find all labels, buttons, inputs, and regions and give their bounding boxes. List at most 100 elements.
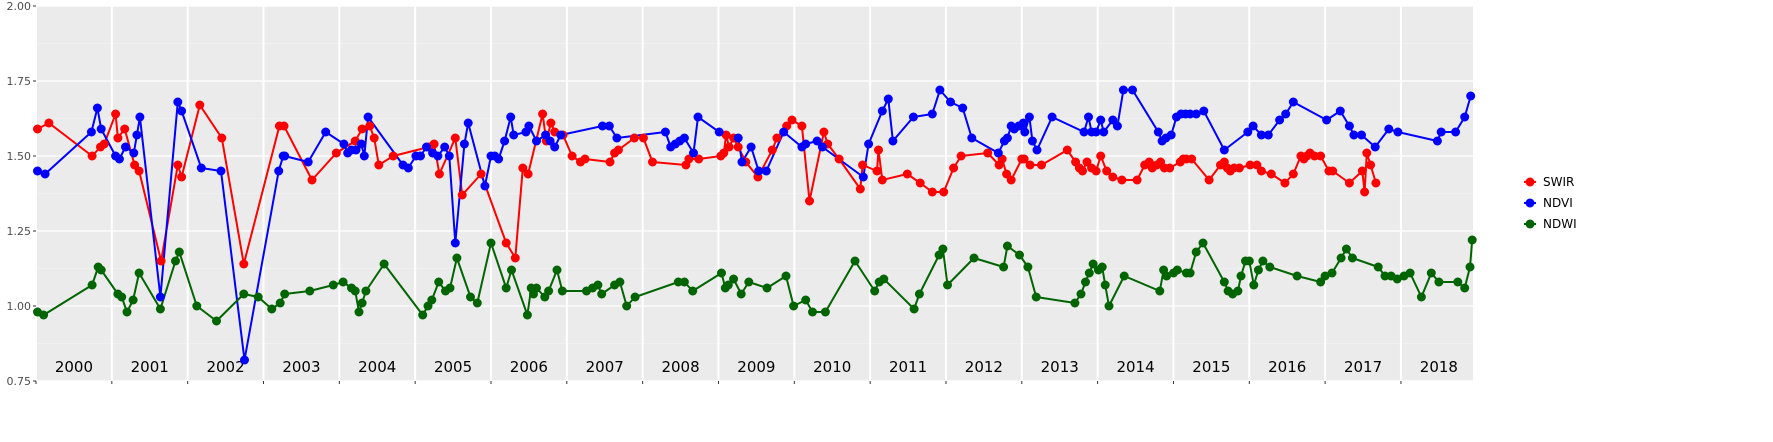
data-point-ndwi bbox=[801, 295, 811, 305]
data-point-swir bbox=[546, 118, 556, 128]
data-point-ndwi bbox=[1081, 277, 1090, 287]
data-point-ndwi bbox=[1253, 265, 1263, 275]
data-point-ndwi bbox=[781, 271, 791, 281]
data-point-swir bbox=[949, 163, 959, 173]
data-point-ndwi bbox=[1031, 292, 1041, 302]
data-point-ndvi bbox=[1079, 127, 1089, 137]
data-point-ndvi bbox=[1256, 130, 1266, 140]
data-point-ndvi bbox=[693, 112, 703, 122]
year-label: 2007 bbox=[586, 358, 624, 376]
data-point-ndvi bbox=[1466, 91, 1476, 101]
data-point-ndvi bbox=[1432, 136, 1442, 146]
data-point-ndwi bbox=[253, 292, 263, 302]
data-point-ndwi bbox=[1172, 265, 1182, 275]
data-point-ndvi bbox=[359, 151, 369, 161]
data-point-swir bbox=[613, 145, 623, 155]
data-point-ndwi bbox=[622, 301, 632, 311]
data-point-ndvi bbox=[1191, 109, 1201, 119]
data-point-swir bbox=[1266, 169, 1276, 179]
data-point-ndvi bbox=[1091, 127, 1101, 137]
data-point-ndwi bbox=[1088, 259, 1098, 269]
data-point-ndvi bbox=[532, 136, 541, 146]
data-point-ndwi bbox=[909, 304, 919, 314]
data-point-ndvi bbox=[196, 163, 206, 173]
data-point-ndwi bbox=[39, 310, 49, 320]
data-point-swir bbox=[113, 133, 123, 143]
data-point-ndwi bbox=[1002, 241, 1012, 251]
data-point-swir bbox=[1316, 151, 1326, 161]
year-label: 2014 bbox=[1116, 358, 1154, 376]
year-label: 2009 bbox=[737, 358, 775, 376]
data-point-ndwi bbox=[418, 310, 428, 320]
data-point-ndvi bbox=[1128, 85, 1137, 95]
legend-label-ndwi: NDWI bbox=[1543, 217, 1577, 231]
year-label: 2010 bbox=[813, 358, 851, 376]
data-point-swir bbox=[1096, 151, 1106, 161]
data-point-ndwi bbox=[328, 280, 338, 290]
data-point-ndvi bbox=[303, 157, 313, 167]
data-point-ndwi bbox=[679, 277, 689, 287]
year-label: 2013 bbox=[1041, 358, 1079, 376]
data-point-ndwi bbox=[117, 292, 127, 302]
data-point-swir bbox=[87, 151, 97, 161]
data-point-ndwi bbox=[171, 256, 180, 266]
data-point-ndvi bbox=[444, 151, 454, 161]
year-label: 2004 bbox=[358, 358, 396, 376]
data-point-ndvi bbox=[733, 133, 743, 143]
data-point-swir bbox=[195, 100, 205, 110]
data-point-ndwi bbox=[134, 268, 144, 278]
y-tick-label: 1.25 bbox=[7, 225, 32, 238]
data-point-swir bbox=[44, 118, 54, 128]
data-point-ndvi bbox=[660, 127, 670, 137]
data-point-ndwi bbox=[1341, 244, 1351, 254]
data-point-swir bbox=[217, 133, 227, 143]
data-point-ndvi bbox=[321, 127, 331, 137]
data-point-ndvi bbox=[155, 292, 165, 302]
data-point-ndwi bbox=[1097, 262, 1107, 272]
data-point-swir bbox=[1091, 166, 1101, 176]
data-point-ndwi bbox=[275, 298, 285, 308]
legend-key-point bbox=[1525, 177, 1535, 187]
data-point-ndwi bbox=[1070, 298, 1080, 308]
data-point-ndwi bbox=[544, 286, 554, 296]
data-point-ndvi bbox=[550, 142, 560, 152]
year-labels: 2000 2001 2002 2003 2004 2005 2006 2007 2008 2009… bbox=[55, 358, 1458, 376]
data-point-ndwi bbox=[1015, 250, 1024, 260]
data-point-swir bbox=[939, 187, 949, 197]
data-point-swir bbox=[858, 160, 868, 170]
data-point-ndvi bbox=[556, 130, 566, 140]
data-point-ndvi bbox=[1275, 115, 1285, 125]
data-point-swir bbox=[1328, 166, 1338, 176]
data-point-swir bbox=[629, 133, 639, 143]
data-point-swir bbox=[724, 142, 734, 152]
data-point-ndwi bbox=[1336, 253, 1346, 263]
data-point-swir bbox=[1357, 166, 1367, 176]
year-label: 2000 bbox=[55, 358, 93, 376]
data-point-swir bbox=[1288, 169, 1298, 179]
year-label: 2012 bbox=[965, 358, 1003, 376]
data-point-ndwi bbox=[522, 310, 532, 320]
data-point-ndwi bbox=[1392, 274, 1402, 284]
data-point-swir bbox=[331, 148, 341, 158]
data-point-ndvi bbox=[1248, 121, 1258, 131]
data-point-ndvi bbox=[761, 166, 771, 176]
data-point-swir bbox=[772, 133, 782, 143]
data-point-ndwi bbox=[1465, 262, 1475, 272]
data-point-ndvi bbox=[679, 133, 689, 143]
data-point-ndwi bbox=[280, 289, 290, 299]
data-point-swir bbox=[518, 163, 528, 173]
data-point-ndvi bbox=[1118, 85, 1128, 95]
data-point-swir bbox=[694, 154, 704, 164]
data-point-ndvi bbox=[422, 142, 431, 152]
data-point-ndvi bbox=[500, 136, 510, 146]
data-point-ndwi bbox=[1373, 262, 1383, 272]
data-point-ndvi bbox=[1349, 130, 1359, 140]
data-point-ndvi bbox=[339, 139, 349, 149]
data-point-swir bbox=[538, 109, 548, 119]
data-point-swir bbox=[1102, 166, 1112, 176]
year-label: 2008 bbox=[661, 358, 699, 376]
data-point-ndwi bbox=[1258, 256, 1268, 266]
data-point-ndwi bbox=[1434, 277, 1444, 287]
data-point-swir bbox=[1187, 154, 1197, 164]
